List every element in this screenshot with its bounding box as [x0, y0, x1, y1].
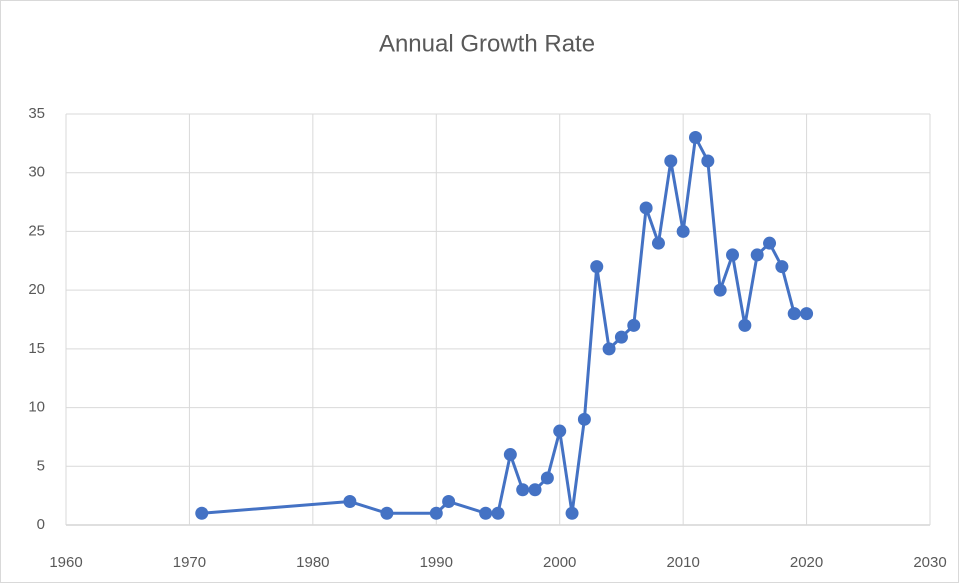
x-tick-label: 1980	[296, 554, 329, 571]
y-tick-label: 15	[28, 340, 45, 357]
data-point	[688, 130, 702, 144]
data-point	[738, 318, 752, 332]
data-point	[503, 448, 517, 462]
data-point	[787, 307, 801, 321]
y-tick-label: 30	[28, 164, 45, 181]
data-point	[701, 154, 715, 168]
data-point	[602, 342, 616, 356]
x-tick-label: 1990	[420, 554, 453, 571]
data-point	[553, 424, 567, 438]
data-point	[713, 283, 727, 297]
data-point	[540, 471, 554, 485]
x-tick-label: 2000	[543, 554, 576, 571]
data-point	[664, 154, 678, 168]
data-point	[750, 248, 764, 262]
data-point	[380, 506, 394, 520]
data-point	[491, 506, 505, 520]
y-tick-label: 5	[37, 457, 45, 474]
data-point	[577, 412, 591, 426]
data-point	[763, 236, 777, 250]
data-point	[726, 248, 740, 262]
chart-title: Annual Growth Rate	[379, 30, 595, 57]
data-point	[442, 495, 456, 509]
data-point	[195, 506, 209, 520]
x-tick-label: 1970	[173, 554, 206, 571]
data-point	[429, 506, 443, 520]
data-point	[343, 495, 357, 509]
y-tick-label: 0	[37, 516, 45, 533]
y-tick-label: 10	[28, 399, 45, 416]
data-point	[676, 224, 690, 238]
x-tick-label: 2020	[790, 554, 823, 571]
data-point	[614, 330, 628, 344]
data-point	[651, 236, 665, 250]
y-tick-label: 25	[28, 222, 45, 239]
data-point	[775, 260, 789, 274]
x-tick-label: 1960	[49, 554, 82, 571]
y-tick-label: 35	[28, 105, 45, 122]
x-tick-label: 2030	[913, 554, 946, 571]
data-point	[627, 318, 641, 332]
x-tick-label: 2010	[666, 554, 699, 571]
data-point	[590, 260, 604, 274]
data-point	[516, 483, 530, 497]
data-point	[528, 483, 542, 497]
data-point	[800, 307, 814, 321]
data-point	[479, 506, 493, 520]
data-point	[565, 506, 579, 520]
y-tick-label: 20	[28, 281, 45, 298]
data-point	[639, 201, 653, 215]
